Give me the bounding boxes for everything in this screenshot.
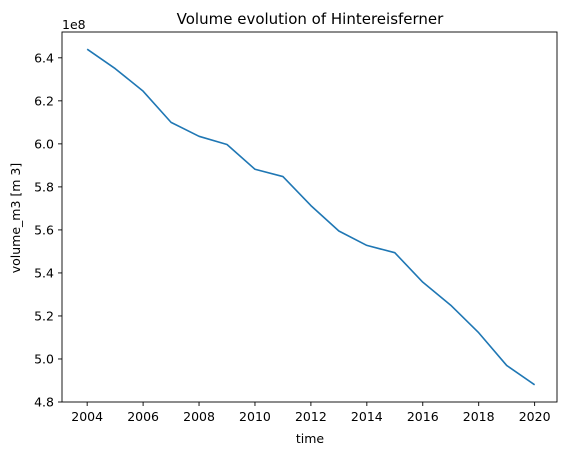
y-tick-label: 4.8 [34,395,54,410]
chart-title: Volume evolution of Hintereisferner [177,10,445,28]
y-tick-label: 5.2 [34,308,54,323]
x-tick-label: 2012 [295,409,327,424]
y-tick-label: 5.8 [34,179,54,194]
y-offset-label: 1e8 [62,17,86,32]
x-tick-label: 2006 [127,409,159,424]
x-tick-label: 2008 [183,409,215,424]
y-tick-label: 5.0 [34,351,54,366]
x-axis-label: time [296,431,325,446]
x-tick-label: 2010 [239,409,271,424]
y-tick-label: 6.2 [34,93,54,108]
plot-area: 2004 2006 2008 2010 2012 2014 2016 2018 2020 4.8 5… [34,31,558,424]
x-tick-label: 2014 [351,409,383,424]
x-tick-label: 2016 [407,409,439,424]
x-tick-label: 2004 [71,409,103,424]
x-tick-label: 2018 [463,409,495,424]
series-line [86,48,536,386]
y-tick-label: 6.0 [34,136,54,151]
x-tick-label: 2020 [519,409,551,424]
y-axis-label: volume_m3 [m 3] [8,163,23,274]
y-tick-label: 5.4 [34,265,54,280]
plot-frame [61,31,558,403]
y-tick-label: 6.4 [34,50,54,65]
y-tick-label: 5.6 [34,222,54,237]
